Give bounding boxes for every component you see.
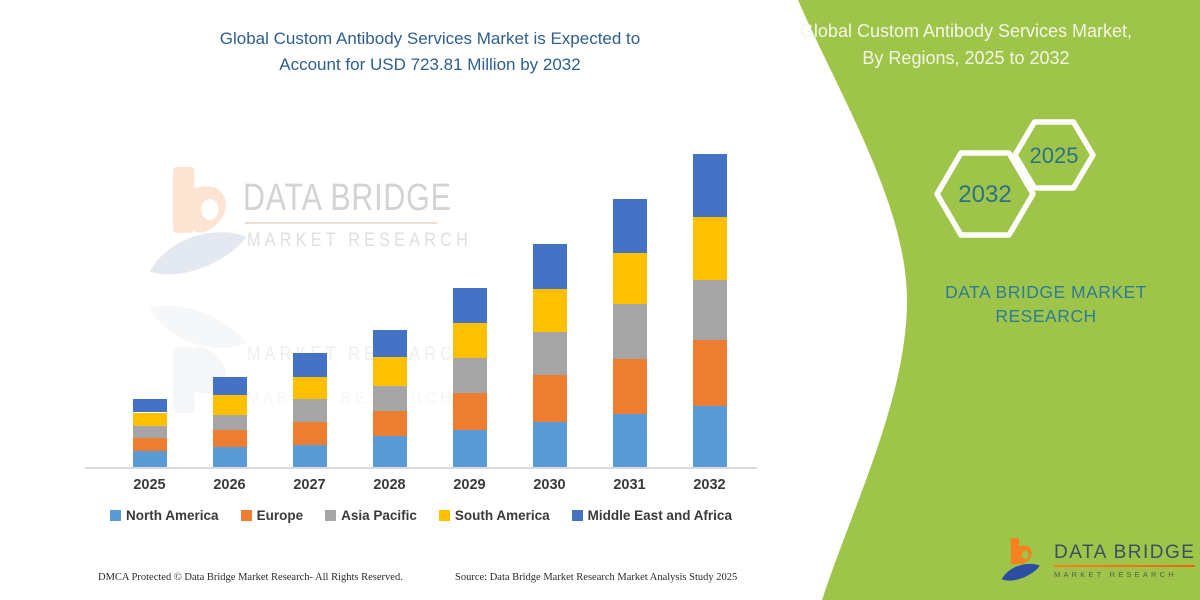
legend-swatch-icon bbox=[571, 510, 583, 521]
bar-segment-2025-south-america bbox=[132, 412, 167, 426]
bar-segment-2028-north-america bbox=[372, 435, 407, 467]
legend-label: Europe bbox=[256, 508, 304, 523]
bar-segment-2027-north-america bbox=[292, 444, 327, 467]
legend-label: Asia Pacific bbox=[341, 508, 417, 523]
legend-item-north-america: North America bbox=[110, 508, 219, 523]
x-axis-label-2026: 2026 bbox=[213, 477, 246, 493]
bar-segment-2028-south-america bbox=[372, 357, 407, 386]
bar-segment-2026-south-america bbox=[212, 394, 247, 415]
brand-wordmark: DATA BRIDGE MARKET RESEARCH bbox=[945, 282, 1147, 326]
bar-segment-2025-middle-east-and-africa bbox=[132, 399, 167, 413]
bar-segment-2027-south-america bbox=[292, 376, 327, 400]
dbmr-logo-icon bbox=[1001, 538, 1040, 581]
bar-segment-2025-europe bbox=[132, 438, 167, 452]
bar-segment-2029-south-america bbox=[452, 322, 487, 358]
x-axis-label-2032: 2032 bbox=[693, 477, 726, 493]
logo-b-hole bbox=[1021, 550, 1029, 560]
green-panel-shape bbox=[798, 0, 1200, 600]
bar-segment-2030-south-america bbox=[532, 288, 567, 333]
legend-item-south-america: South America bbox=[438, 508, 550, 523]
logo-subtitle: MARKET RESEARCH bbox=[1054, 570, 1177, 579]
bar-segment-2028-asia-pacific bbox=[372, 385, 407, 411]
bar-segment-2032-south-america bbox=[692, 216, 727, 281]
bar-segment-2030-europe bbox=[532, 375, 567, 422]
bar-segment-2029-middle-east-and-africa bbox=[452, 287, 487, 323]
x-axis-label-2025: 2025 bbox=[133, 477, 166, 493]
bar-segment-2031-europe bbox=[612, 359, 647, 415]
logo-b-stem bbox=[1010, 538, 1020, 565]
legend-item-europe: Europe bbox=[240, 508, 304, 523]
chart-legend: North America Europe Asia Pacific South Ame… bbox=[85, 508, 757, 523]
bar-segment-2027-asia-pacific bbox=[292, 399, 327, 422]
logo-swoosh bbox=[1001, 563, 1040, 581]
bar-segment-2032-asia-pacific bbox=[692, 280, 727, 341]
legend-swatch-icon bbox=[240, 510, 252, 521]
bar-segment-2028-europe bbox=[372, 410, 407, 436]
legend-swatch-icon bbox=[110, 510, 122, 521]
x-axis-label-2027: 2027 bbox=[293, 477, 326, 493]
source-note: Source: Data Bridge Market Research Mark… bbox=[455, 572, 738, 583]
chart-title: Global Custom Antibody Services Market i… bbox=[219, 29, 641, 74]
bar-segment-2030-asia-pacific bbox=[532, 332, 567, 376]
bar-segment-2030-middle-east-and-africa bbox=[532, 243, 567, 289]
bar-segment-2026-middle-east-and-africa bbox=[212, 376, 247, 395]
legend-label: North America bbox=[126, 508, 219, 523]
bar-segment-2027-europe bbox=[292, 422, 327, 445]
bar-segment-2029-asia-pacific bbox=[452, 357, 487, 394]
dmca-note: DMCA Protected © Data Bridge Market Rese… bbox=[98, 572, 403, 583]
x-axis-label-2031: 2031 bbox=[613, 477, 646, 493]
x-axis-line bbox=[85, 467, 757, 469]
legend-item-middle-east-and-africa: Middle East and Africa bbox=[571, 508, 732, 523]
legend-swatch-icon bbox=[438, 510, 450, 521]
bar-segment-2031-north-america bbox=[612, 414, 647, 467]
bar-segment-2030-north-america bbox=[532, 422, 567, 467]
bar-segment-2026-europe bbox=[212, 429, 247, 448]
legend-swatch-icon bbox=[325, 510, 337, 521]
bar-segment-2027-middle-east-and-africa bbox=[292, 353, 327, 377]
bar-segment-2031-middle-east-and-africa bbox=[612, 199, 647, 253]
x-axis-label-2028: 2028 bbox=[373, 477, 406, 493]
logo-name: DATA BRIDGE bbox=[1054, 542, 1196, 563]
bar-segment-2029-europe bbox=[452, 393, 487, 431]
bar-segment-2028-middle-east-and-africa bbox=[372, 329, 407, 358]
bar-segment-2031-south-america bbox=[612, 252, 647, 305]
bar-segment-2032-north-america bbox=[692, 406, 727, 467]
x-axis-label-2030: 2030 bbox=[533, 477, 566, 493]
bar-segment-2032-europe bbox=[692, 340, 727, 406]
legend-label: Middle East and Africa bbox=[587, 508, 732, 523]
bar-segment-2025-asia-pacific bbox=[132, 425, 167, 438]
x-axis-label-2029: 2029 bbox=[453, 477, 486, 493]
bar-segment-2025-north-america bbox=[132, 451, 167, 467]
legend-label: South America bbox=[454, 508, 550, 523]
bar-segment-2029-north-america bbox=[452, 430, 487, 467]
bar-segment-2026-asia-pacific bbox=[212, 414, 247, 430]
legend-item-asia-pacific: Asia Pacific bbox=[325, 508, 417, 523]
dbmr-logo: DATA BRIDGE MARKET RESEARCH bbox=[1000, 536, 1196, 586]
bar-segment-2032-middle-east-and-africa bbox=[692, 154, 727, 217]
logo-underline bbox=[1054, 565, 1196, 567]
side-panel-heading: Global Custom Antibody Services Market, … bbox=[799, 21, 1133, 68]
bar-segment-2031-asia-pacific bbox=[612, 304, 647, 360]
bar-segment-2026-north-america bbox=[212, 447, 247, 467]
